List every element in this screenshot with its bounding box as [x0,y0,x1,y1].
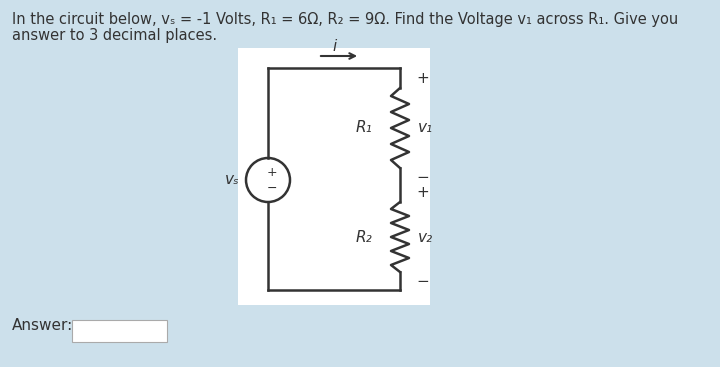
Text: +: + [416,71,428,86]
Text: v₂: v₂ [418,229,433,244]
Text: −: − [416,274,428,289]
Text: v₁: v₁ [418,120,433,135]
Text: R₁: R₁ [355,120,372,135]
Text: −: − [416,170,428,185]
Text: answer to 3 decimal places.: answer to 3 decimal places. [12,28,217,43]
Text: +: + [416,185,428,200]
Text: In the circuit below, vₛ = -1 Volts, R₁ = 6Ω, R₂ = 9Ω. Find the Voltage v₁ acros: In the circuit below, vₛ = -1 Volts, R₁ … [12,12,678,27]
Text: R₂: R₂ [355,229,372,244]
Text: −: − [266,182,277,195]
Text: Answer:: Answer: [12,317,73,333]
FancyBboxPatch shape [72,320,167,342]
Text: vₛ: vₛ [225,172,240,188]
Text: i: i [333,39,337,54]
FancyBboxPatch shape [238,48,430,305]
Text: +: + [266,167,277,179]
